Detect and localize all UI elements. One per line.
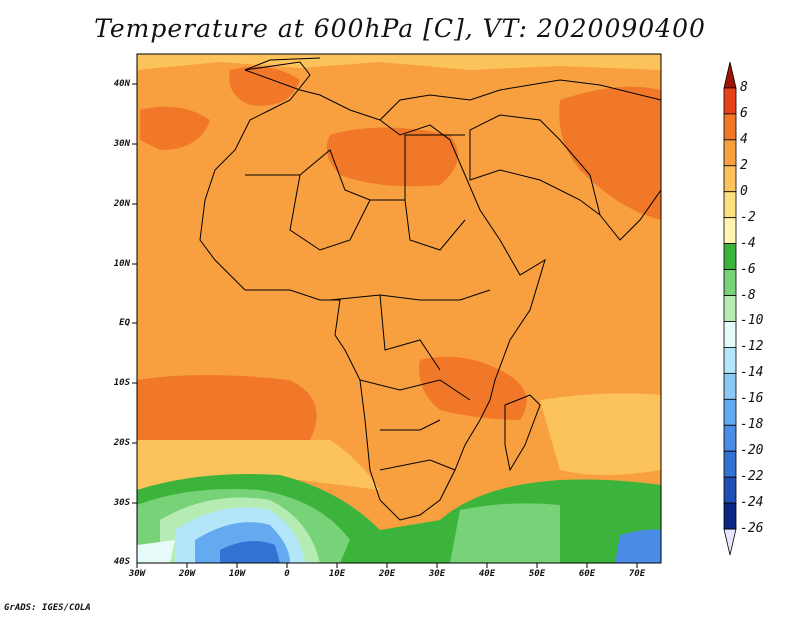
colorbar-swatch [723,398,737,426]
lat-label: 30S [113,498,130,508]
colorbar-label: -24 [740,495,764,511]
colorbar-label: 0 [740,183,748,199]
colorbar-label: -20 [740,443,764,459]
lat-label: 40N [113,79,130,89]
map-title: Temperature at 600hPa [C], VT: 202009040… [94,14,706,43]
colorbar-label: -26 [740,521,764,537]
colorbar-swatch [723,450,737,478]
lat-label: 10S [113,378,130,388]
lat-label: 10N [113,259,130,269]
colorbar-swatch [723,476,737,504]
lon-label: 0 [284,569,290,579]
lon-label: 30W [128,569,146,579]
colorbar-swatch [723,243,737,270]
lon-label: 40E [478,569,496,579]
colorbar [723,61,737,556]
lat-label: EQ [119,318,130,328]
colorbar-label: -8 [740,287,756,303]
lat-label: 30N [113,139,130,149]
colorbar-label: -16 [740,391,764,407]
colorbar-swatch [723,269,737,296]
lon-label: 20W [178,569,196,579]
credit-text: GrADS: IGES/COLA [4,603,91,613]
lon-label: 10E [328,569,346,579]
map-frame [136,53,662,564]
colorbar-swatch [723,113,737,141]
colorbar-swatch [723,191,737,219]
colorbar-swatch [723,217,737,245]
colorbar-swatch [723,347,737,374]
lon-label: 70E [628,569,646,579]
lon-label: 20E [378,569,396,579]
colorbar-label: -12 [740,339,764,355]
colorbar-label: 6 [740,105,748,121]
colorbar-swatch [723,424,737,452]
colorbar-swatch [723,165,737,193]
axis-ticks [132,83,638,568]
colorbar-label: 2 [740,157,748,173]
lon-label: 10W [228,569,246,579]
colorbar-label: 4 [740,131,748,147]
colorbar-swatch [723,321,737,348]
temperature-field [137,54,661,563]
colorbar-label: -6 [740,261,756,277]
colorbar-label: 8 [740,79,748,95]
lat-label: 20S [113,438,130,448]
lon-label: 60E [578,569,596,579]
colorbar-swatch [723,372,737,400]
lat-label: 20N [113,199,130,209]
colorbar-swatch [723,502,737,530]
lat-label: 40S [113,557,130,567]
colorbar-label: -10 [740,313,764,329]
colorbar-label: -22 [740,469,764,485]
colorbar-label: -4 [740,235,756,251]
colorbar-arrow-bottom [723,528,737,556]
colorbar-label: -14 [740,365,764,381]
coastlines [199,57,661,521]
colorbar-swatch [723,87,737,115]
lon-label: 30E [428,569,446,579]
colorbar-label: -18 [740,417,764,433]
colorbar-label: -2 [740,209,756,225]
colorbar-swatch [723,139,737,167]
colorbar-arrow-top [723,61,737,89]
colorbar-swatch [723,295,737,322]
lon-label: 50E [528,569,546,579]
